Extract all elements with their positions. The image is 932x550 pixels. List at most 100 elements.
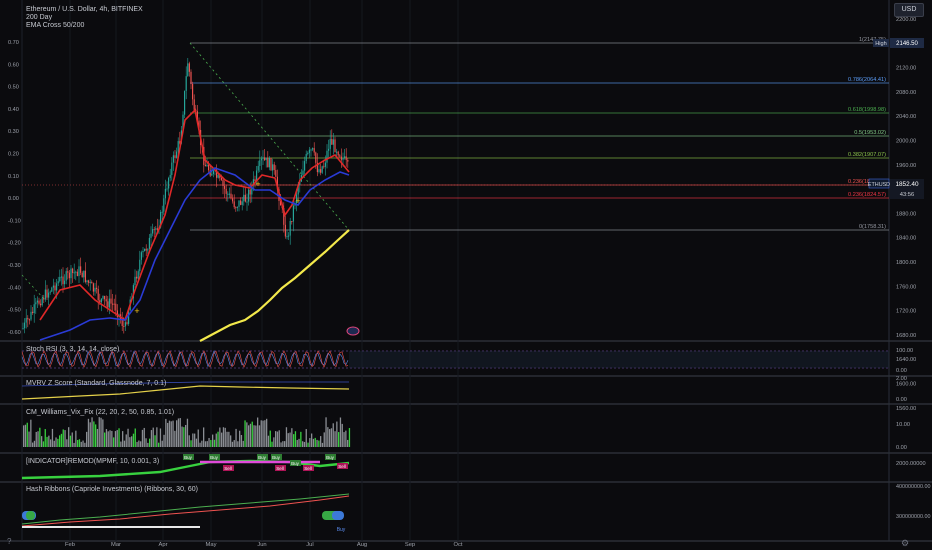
signal-badge-sell[interactable]: [223, 465, 234, 471]
candle-body[interactable]: [344, 156, 346, 158]
candle-body[interactable]: [339, 155, 341, 157]
candle-body[interactable]: [43, 298, 45, 300]
candle-body[interactable]: [107, 301, 109, 308]
stoch-k-line[interactable]: [21, 350, 349, 368]
candle-body[interactable]: [91, 282, 93, 284]
signal-badge-buy[interactable]: [325, 454, 336, 460]
candle-body[interactable]: [312, 148, 314, 150]
candle-body[interactable]: [44, 289, 46, 300]
candle-body[interactable]: [25, 317, 27, 323]
candle-body[interactable]: [292, 205, 294, 222]
candle-body[interactable]: [196, 111, 198, 121]
candle-body[interactable]: [132, 285, 134, 299]
candle-body[interactable]: [230, 193, 232, 199]
candle-body[interactable]: [99, 300, 101, 303]
candle-body[interactable]: [184, 90, 186, 115]
candle-body[interactable]: [156, 228, 158, 230]
candle-body[interactable]: [315, 152, 317, 163]
hash-ribbons-label[interactable]: Hash Ribbons (Capriole Investments) (Rib…: [26, 486, 198, 493]
candle-body[interactable]: [89, 282, 91, 284]
candle-body[interactable]: [265, 157, 267, 161]
candle-body[interactable]: [217, 174, 219, 178]
candle-body[interactable]: [38, 300, 40, 304]
candle-body[interactable]: [193, 99, 195, 110]
candle-body[interactable]: [126, 322, 128, 324]
candle-body[interactable]: [33, 304, 35, 314]
candle-body[interactable]: [280, 201, 282, 206]
candle-body[interactable]: [238, 200, 240, 207]
candle-body[interactable]: [188, 63, 190, 72]
candle-body[interactable]: [345, 156, 347, 161]
candle-body[interactable]: [105, 299, 107, 302]
candle-body[interactable]: [41, 298, 43, 306]
candle-body[interactable]: [323, 166, 325, 168]
candle-body[interactable]: [267, 157, 269, 168]
candle-body[interactable]: [328, 148, 330, 151]
candle-body[interactable]: [224, 185, 226, 189]
candle-body[interactable]: [347, 160, 349, 162]
candle-body[interactable]: [313, 148, 315, 153]
mvrv-label[interactable]: MVRV Z Score (Standard, Glassnode, 7, 0.…: [26, 380, 167, 387]
candle-body[interactable]: [176, 151, 178, 158]
candle-body[interactable]: [40, 303, 42, 306]
candle-body[interactable]: [163, 198, 165, 212]
candle-body[interactable]: [248, 189, 250, 202]
candle-body[interactable]: [289, 220, 291, 236]
candle-body[interactable]: [225, 188, 227, 194]
candle-body[interactable]: [187, 63, 189, 77]
candle-body[interactable]: [286, 236, 288, 238]
candle-body[interactable]: [212, 170, 214, 174]
candle-body[interactable]: [244, 194, 246, 202]
candle-body[interactable]: [110, 298, 112, 304]
candle-body[interactable]: [256, 170, 258, 182]
candle-body[interactable]: [128, 310, 130, 324]
candle-body[interactable]: [24, 322, 26, 329]
event-icon[interactable]: [346, 326, 360, 336]
ema-50-line[interactable]: [39, 108, 350, 322]
candle-body[interactable]: [97, 289, 99, 301]
indicator-200day[interactable]: 200 Day: [26, 14, 53, 21]
candle-body[interactable]: [68, 272, 70, 279]
candle-body[interactable]: [331, 139, 333, 145]
vix-fix-label[interactable]: CM_Williams_Vix_Fix (22, 20, 2, 50, 0.85…: [26, 409, 175, 416]
candle-body[interactable]: [332, 139, 334, 145]
candle-body[interactable]: [150, 233, 152, 238]
candle-body[interactable]: [302, 170, 304, 176]
candle-body[interactable]: [124, 322, 126, 327]
candle-body[interactable]: [192, 83, 194, 100]
candle-body[interactable]: [324, 162, 326, 167]
candle-body[interactable]: [220, 177, 222, 180]
candle-body[interactable]: [115, 303, 117, 311]
candle-body[interactable]: [27, 317, 29, 320]
candle-body[interactable]: [216, 169, 218, 178]
signal-badge-buy[interactable]: [257, 454, 268, 460]
candle-body[interactable]: [272, 164, 274, 171]
candle-body[interactable]: [275, 170, 277, 177]
symbol-title[interactable]: Ethereum / U.S. Dollar, 4h, BITFINEX: [26, 6, 143, 13]
candle-body[interactable]: [320, 169, 322, 173]
signal-badge-buy[interactable]: [271, 454, 282, 460]
help-icon[interactable]: ?: [7, 537, 12, 546]
candle-body[interactable]: [190, 71, 192, 84]
ma-200-day-line[interactable]: [199, 229, 350, 342]
stoch-d-line[interactable]: [21, 350, 349, 368]
candle-body[interactable]: [284, 224, 286, 237]
candle-body[interactable]: [81, 272, 83, 278]
candle-body[interactable]: [198, 120, 200, 131]
signal-badge-buy[interactable]: [183, 454, 194, 460]
mvrv-line[interactable]: [21, 385, 350, 400]
candle-body[interactable]: [134, 276, 136, 286]
candle-body[interactable]: [297, 185, 299, 195]
candle-body[interactable]: [291, 220, 293, 222]
signal-badge-buy[interactable]: [290, 460, 301, 466]
candle-body[interactable]: [104, 295, 106, 300]
candle-body[interactable]: [296, 194, 298, 204]
candle-body[interactable]: [32, 311, 34, 314]
candle-body[interactable]: [310, 149, 312, 151]
candle-body[interactable]: [84, 270, 86, 283]
gear-icon[interactable]: ⚙: [901, 538, 910, 548]
candle-body[interactable]: [211, 173, 213, 176]
candle-body[interactable]: [219, 174, 221, 178]
signal-badge-sell[interactable]: [275, 465, 286, 471]
